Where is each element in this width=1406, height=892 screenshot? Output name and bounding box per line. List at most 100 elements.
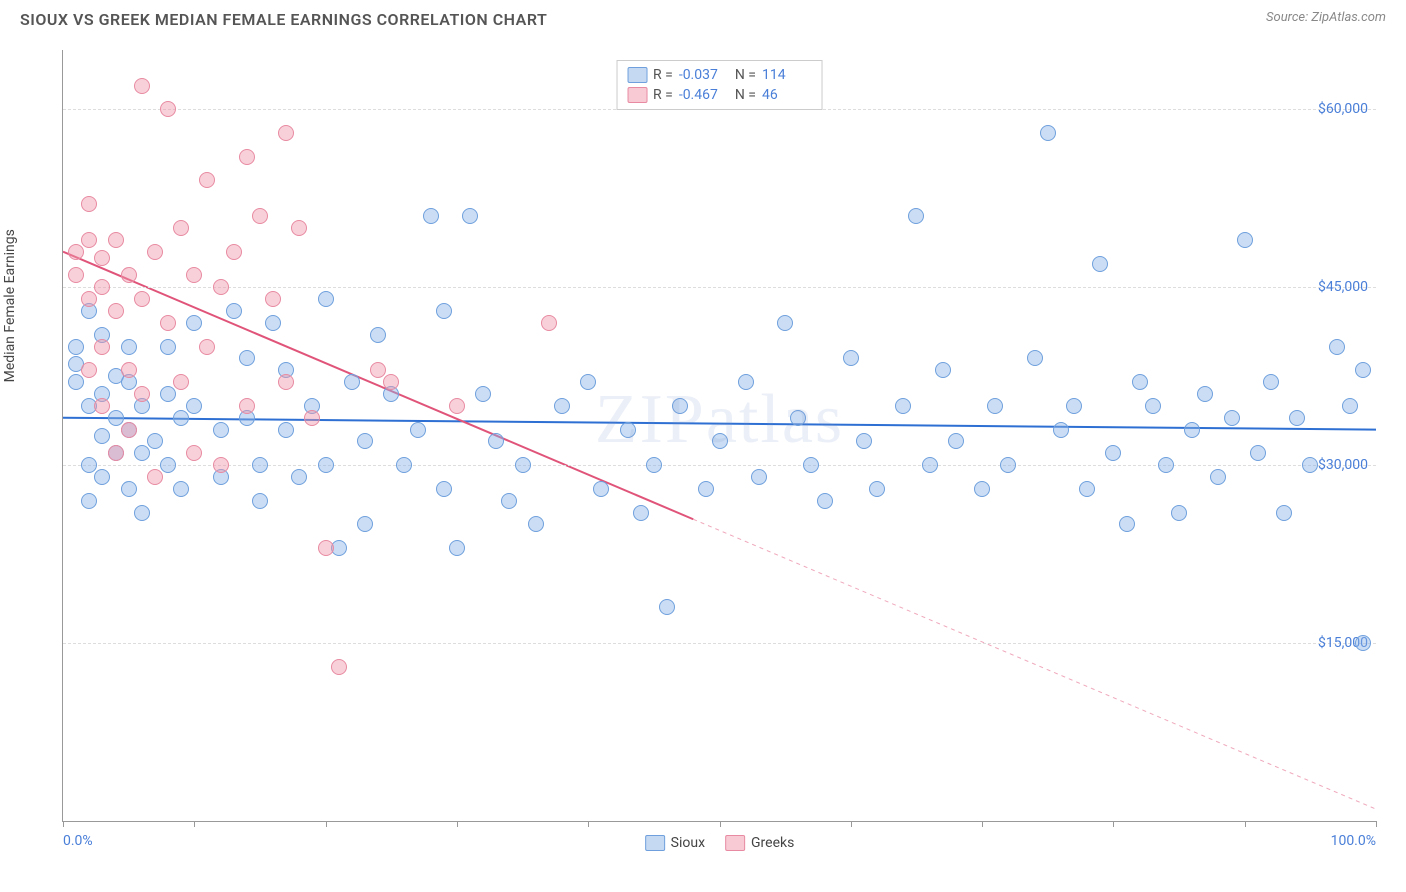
data-point (528, 516, 544, 532)
data-point (186, 315, 202, 331)
data-point (68, 339, 84, 355)
data-point (213, 279, 229, 295)
data-point (1132, 374, 1148, 390)
data-point (1171, 505, 1187, 521)
data-point (160, 101, 176, 117)
data-point (68, 244, 84, 260)
data-point (1053, 422, 1069, 438)
legend-label-sioux: Sioux (671, 835, 705, 851)
data-point (81, 291, 97, 307)
data-point (843, 350, 859, 366)
data-point (121, 481, 137, 497)
data-point (646, 457, 662, 473)
y-tick-label: $60,000 (1318, 101, 1368, 117)
data-point (948, 433, 964, 449)
data-point (935, 362, 951, 378)
x-tick (194, 821, 195, 827)
swatch-sioux (645, 835, 665, 851)
data-point (199, 172, 215, 188)
data-point (620, 422, 636, 438)
data-point (974, 481, 990, 497)
data-point (869, 481, 885, 497)
data-point (501, 493, 517, 509)
data-point (712, 433, 728, 449)
data-point (186, 445, 202, 461)
data-point (1158, 457, 1174, 473)
data-point (449, 398, 465, 414)
data-point (357, 516, 373, 532)
data-point (1329, 339, 1345, 355)
legend-item-greeks: Greeks (725, 835, 794, 851)
legend-item-sioux: Sioux (645, 835, 705, 851)
data-point (186, 398, 202, 414)
data-point (436, 303, 452, 319)
gridline (63, 643, 1376, 644)
r-value-greeks: -0.467 (679, 87, 729, 103)
data-point (383, 374, 399, 390)
data-point (777, 315, 793, 331)
data-point (147, 469, 163, 485)
data-point (318, 457, 334, 473)
data-point (173, 481, 189, 497)
r-label: R = (653, 67, 673, 83)
data-point (541, 315, 557, 331)
data-point (147, 433, 163, 449)
x-tick (1376, 821, 1377, 827)
data-point (94, 428, 110, 444)
data-point (239, 350, 255, 366)
data-point (173, 220, 189, 236)
data-point (108, 232, 124, 248)
data-point (1250, 445, 1266, 461)
data-point (987, 398, 1003, 414)
data-point (790, 410, 806, 426)
correlation-legend: R = -0.037 N = 114 R = -0.467 N = 46 (616, 60, 823, 110)
data-point (94, 469, 110, 485)
data-point (1237, 232, 1253, 248)
data-point (199, 339, 215, 355)
data-point (121, 422, 137, 438)
data-point (173, 374, 189, 390)
data-point (94, 339, 110, 355)
data-point (856, 433, 872, 449)
x-tick (982, 821, 983, 827)
data-point (1027, 350, 1043, 366)
data-point (1119, 516, 1135, 532)
data-point (593, 481, 609, 497)
data-point (672, 398, 688, 414)
data-point (908, 208, 924, 224)
data-point (554, 398, 570, 414)
data-point (81, 493, 97, 509)
data-point (1000, 457, 1016, 473)
data-point (318, 540, 334, 556)
data-point (1276, 505, 1292, 521)
data-point (475, 386, 491, 402)
n-label: N = (735, 87, 756, 103)
data-point (81, 457, 97, 473)
data-point (1079, 481, 1095, 497)
x-tick (588, 821, 589, 827)
data-point (580, 374, 596, 390)
data-point (134, 78, 150, 94)
r-label: R = (653, 87, 673, 103)
n-value-greeks: 46 (762, 87, 812, 103)
data-point (94, 398, 110, 414)
data-point (1342, 398, 1358, 414)
data-point (1302, 457, 1318, 473)
data-point (1210, 469, 1226, 485)
data-point (160, 339, 176, 355)
data-point (1184, 422, 1200, 438)
data-point (160, 315, 176, 331)
data-point (134, 386, 150, 402)
x-tick (326, 821, 327, 827)
y-axis-label: Median Female Earnings (2, 229, 18, 382)
x-tick (457, 821, 458, 827)
data-point (121, 267, 137, 283)
data-point (449, 540, 465, 556)
data-point (922, 457, 938, 473)
data-point (226, 244, 242, 260)
chart-title: SIOUX VS GREEK MEDIAN FEMALE EARNINGS CO… (20, 10, 547, 29)
data-point (331, 659, 347, 675)
data-point (252, 493, 268, 509)
data-point (1263, 374, 1279, 390)
data-point (239, 398, 255, 414)
